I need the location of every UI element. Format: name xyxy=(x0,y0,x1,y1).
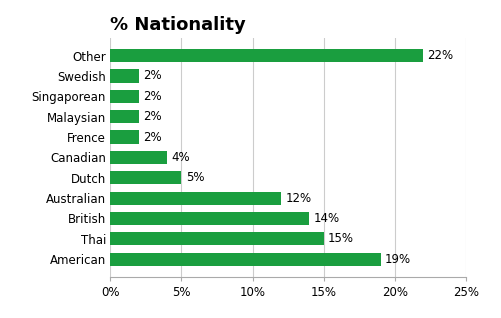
Text: 2%: 2% xyxy=(143,69,161,82)
Bar xyxy=(110,232,324,245)
Text: 14%: 14% xyxy=(314,212,340,225)
Bar xyxy=(110,130,139,144)
Bar xyxy=(110,110,139,123)
Text: 19%: 19% xyxy=(385,253,411,266)
Bar xyxy=(110,151,167,164)
Bar xyxy=(110,252,381,266)
Text: 4%: 4% xyxy=(171,151,190,164)
Text: 22%: 22% xyxy=(427,49,453,62)
Bar xyxy=(110,191,281,205)
Text: 15%: 15% xyxy=(328,232,354,245)
Bar xyxy=(110,90,139,103)
Text: 5%: 5% xyxy=(186,171,204,184)
Bar xyxy=(110,212,310,225)
Text: % Nationality: % Nationality xyxy=(110,16,246,34)
Text: 12%: 12% xyxy=(285,192,311,204)
Bar xyxy=(110,171,181,184)
Text: 2%: 2% xyxy=(143,131,161,143)
Text: 2%: 2% xyxy=(143,110,161,123)
Text: 2%: 2% xyxy=(143,90,161,103)
Bar xyxy=(110,49,423,62)
Bar xyxy=(110,69,139,83)
